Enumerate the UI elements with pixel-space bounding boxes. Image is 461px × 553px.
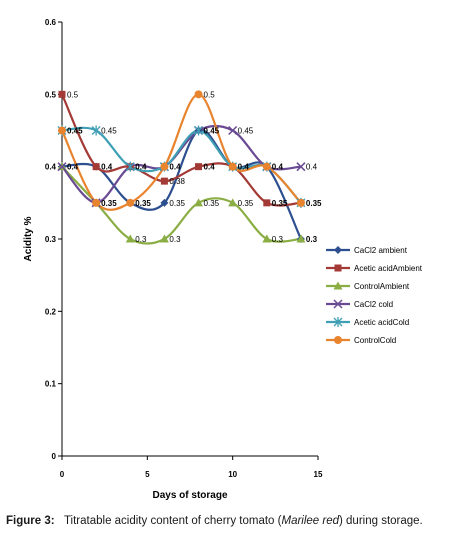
y-tick-label: 0.4 xyxy=(45,163,57,172)
data-point-controlcold xyxy=(126,198,135,207)
data-point-acetic-acidambient xyxy=(92,163,100,171)
data-point-controlambient xyxy=(262,234,272,243)
legend-marker-acetic-acidcold xyxy=(333,317,343,327)
legend-label-acetic-acidcold: Acetic acidCold xyxy=(354,318,409,327)
legend-label-acetic-acidambient: Acetic acidAmbient xyxy=(354,264,423,273)
data-point-controlcold xyxy=(228,162,237,171)
data-label: 0.5 xyxy=(204,90,216,99)
y-tick-label: 0 xyxy=(52,452,57,461)
data-label: 0.4 xyxy=(306,163,318,172)
data-point-controlambient xyxy=(194,198,204,207)
data-label: 0.4 xyxy=(238,163,250,172)
data-label: 0.3 xyxy=(169,235,181,244)
data-label: 0.35 xyxy=(204,199,220,208)
data-label: 0.3 xyxy=(272,235,284,244)
data-label: 0.38 xyxy=(169,177,185,186)
y-tick-label: 0.1 xyxy=(45,380,57,389)
data-label: 0.5 xyxy=(67,90,79,99)
data-point-controlambient xyxy=(159,234,169,243)
data-point-acetic-acidcold xyxy=(91,125,101,136)
legend-marker-acetic-acidambient xyxy=(334,264,342,272)
data-point-cacl2-cold xyxy=(228,125,238,136)
data-label: 0.4 xyxy=(67,163,79,172)
data-label: 0.35 xyxy=(272,199,288,208)
figure-caption: Figure 3: Titratable acidity content of … xyxy=(6,514,458,529)
data-point-acetic-acidambient xyxy=(58,90,66,98)
data-labels: 0.5 0.45 0.45 0.4 0.4 0.4 0.4 0.38 0.5 0.45 0.4 0.4… xyxy=(67,90,322,244)
data-point-controlambient xyxy=(125,234,135,243)
data-label: 0.35 xyxy=(238,199,254,208)
data-point-acetic-acidcold xyxy=(194,125,203,136)
data-label: 0.45 xyxy=(101,127,117,136)
legend-marker-cacl2-cold xyxy=(333,299,343,309)
data-label: 0.4 xyxy=(135,163,147,172)
data-label: 0.35 xyxy=(306,199,322,208)
data-point-acetic-acidambient xyxy=(195,163,203,171)
data-point-controlambient xyxy=(296,234,306,243)
x-tick-label: 5 xyxy=(145,470,150,479)
data-label: 0.35 xyxy=(135,199,151,208)
data-point-controlambient xyxy=(228,198,238,207)
series-markers xyxy=(57,90,306,243)
data-label: 0.4 xyxy=(101,163,113,172)
x-axis-title: Days of storage xyxy=(152,490,227,501)
data-point-controlcold xyxy=(194,90,203,99)
data-label: 0.4 xyxy=(272,163,284,172)
y-tick-label: 0.3 xyxy=(45,235,57,244)
y-tick-label: 0.6 xyxy=(45,18,57,27)
data-point-controlcold xyxy=(160,162,169,171)
data-point-cacl2-ambient xyxy=(160,198,169,207)
data-label: 0.3 xyxy=(135,235,147,244)
line-chart: 0 0.1 0.2 0.3 0.4 0.5 0.6 0 5 10 15 0.5 0.45 0.45 0.4… xyxy=(23,18,423,501)
legend-marker-cacl2-ambient xyxy=(334,246,342,254)
data-label: 0.35 xyxy=(169,199,185,208)
data-label: 0.35 xyxy=(101,199,117,208)
y-tick-label: 0.2 xyxy=(45,307,57,316)
legend-label-controlambient: ControlAmbient xyxy=(354,282,410,291)
figure-label: Figure 3: xyxy=(6,515,55,527)
caption-text-before: Titratable acidity content of cherry tom… xyxy=(63,515,282,527)
data-point-cacl2-cold xyxy=(296,162,306,172)
data-point-acetic-acidambient xyxy=(263,199,271,207)
legend-label-cacl2-ambient: CaCl2 ambient xyxy=(354,246,408,255)
caption-species: Marilee red xyxy=(281,515,340,527)
x-tick-label: 10 xyxy=(228,470,237,479)
chart-axes: 0 0.1 0.2 0.3 0.4 0.5 0.6 0 5 10 15 xyxy=(45,18,323,479)
x-tick-label: 0 xyxy=(60,470,65,479)
data-label: 0.45 xyxy=(238,127,254,136)
legend-marker-controlcold xyxy=(334,336,342,344)
y-tick-label: 0.5 xyxy=(45,90,57,99)
data-label: 0.45 xyxy=(204,127,220,136)
legend-label-controlcold: ControlCold xyxy=(354,336,396,345)
data-point-acetic-acidambient xyxy=(160,177,168,185)
series-line-controlcold xyxy=(60,93,303,211)
data-label: 0.45 xyxy=(67,127,83,136)
data-point-controlcold xyxy=(92,198,101,207)
data-point-controlcold xyxy=(58,126,66,135)
data-point-acetic-acidcold xyxy=(125,161,135,172)
chart-legend: CaCl2 ambient Acetic acidAmbient ControlAm… xyxy=(326,246,423,345)
legend-label-cacl2-cold: CaCl2 cold xyxy=(354,300,393,309)
data-label: 0.4 xyxy=(169,163,181,172)
data-point-cacl2-cold xyxy=(57,162,67,172)
y-axis-title: Acidity % xyxy=(23,216,34,261)
data-point-controlcold xyxy=(296,198,305,207)
x-tick-label: 15 xyxy=(314,470,323,479)
data-label: 0.3 xyxy=(306,235,318,244)
caption-text-after: ) during storage. xyxy=(339,515,423,527)
legend-marker-controlambient xyxy=(333,281,343,290)
data-label: 0.4 xyxy=(204,163,216,172)
data-point-controlcold xyxy=(262,162,271,171)
